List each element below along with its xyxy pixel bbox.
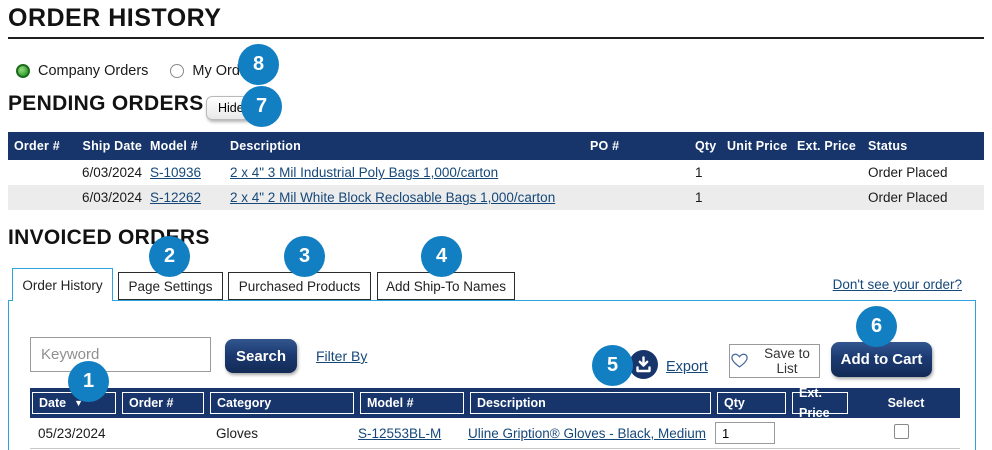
add-to-cart-button[interactable]: Add to Cart <box>831 342 932 377</box>
model-link[interactable]: S-10936 <box>150 165 202 180</box>
invoiced-table-header: Date ▼ Order # Category Model # Descripti… <box>30 386 960 420</box>
export-download-icon[interactable] <box>629 350 658 384</box>
company-orders-radio[interactable] <box>16 64 30 78</box>
model-link[interactable]: S-12262 <box>150 190 202 205</box>
pending-orders-table: Order # Ship Date Model # Description PO… <box>8 132 984 210</box>
col-order: Order # <box>14 139 60 153</box>
col-model: Model # <box>360 392 464 414</box>
col-ext-price: Ext. Price <box>797 139 856 153</box>
cell-status: Order Placed <box>868 190 948 205</box>
invoiced-orders-table: Date ▼ Order # Category Model # Descripti… <box>30 386 960 449</box>
filter-by-link[interactable]: Filter By <box>316 348 368 364</box>
keyword-search-input[interactable] <box>30 337 211 372</box>
col-qty: Qty <box>695 139 717 153</box>
col-category: Category <box>210 392 354 414</box>
export-link[interactable]: Export <box>666 359 708 375</box>
export-control[interactable]: Export <box>629 350 708 384</box>
step-badge-1: 1 <box>68 361 109 402</box>
company-orders-label[interactable]: Company Orders <box>38 63 149 79</box>
tab-order-history[interactable]: Order History <box>12 268 113 301</box>
description-link[interactable]: 2 x 4" 3 Mil Industrial Poly Bags 1,000/… <box>230 165 499 180</box>
cell-ship-date: 6/03/2024 <box>81 165 142 180</box>
select-checkbox[interactable] <box>894 424 909 439</box>
my-orders-radio[interactable] <box>170 64 185 78</box>
table-row: 6/03/2024 S-12262 2 x 4" 2 Mil White Blo… <box>8 185 984 210</box>
col-unit-price: Unit Price <box>727 139 788 153</box>
step-badge-8: 8 <box>238 44 279 85</box>
col-order: Order # <box>122 392 204 414</box>
col-ship-date: Ship Date <box>82 139 142 153</box>
quantity-input[interactable] <box>715 422 775 444</box>
page-title: ORDER HISTORY <box>8 4 222 32</box>
step-badge-5: 5 <box>592 345 633 386</box>
cell-ship-date: 6/03/2024 <box>81 190 142 205</box>
step-badge-2: 2 <box>149 236 190 277</box>
table-row: 6/03/2024 S-10936 2 x 4" 3 Mil Industria… <box>8 160 984 185</box>
col-po: PO # <box>590 139 620 153</box>
step-badge-3: 3 <box>284 236 325 277</box>
cell-status: Order Placed <box>868 165 948 180</box>
col-description: Description <box>230 139 301 153</box>
dont-see-order-link[interactable]: Don't see your order? <box>832 277 962 292</box>
model-link[interactable]: S-12553BL-M <box>358 425 442 441</box>
step-badge-6: 6 <box>856 306 897 347</box>
cell-qty: 1 <box>695 190 703 205</box>
sort-desc-icon: ▼ <box>74 398 84 408</box>
cell-qty: 1 <box>695 165 703 180</box>
pending-orders-heading: PENDING ORDERS <box>8 92 204 115</box>
description-link[interactable]: Uline Gription® Gloves - Black, Medium <box>468 425 707 441</box>
save-to-list-button[interactable]: Save to List <box>729 344 820 378</box>
pending-table-header: Order # Ship Date Model # Description PO… <box>8 132 984 160</box>
tab-purchased-products[interactable]: Purchased Products <box>228 272 371 300</box>
description-link[interactable]: 2 x 4" 2 Mil White Block Reclosable Bags… <box>230 190 556 205</box>
search-button[interactable]: Search <box>225 339 297 373</box>
step-badge-4: 4 <box>421 236 462 277</box>
table-row: 05/23/2024 Gloves S-12553BL-M Uline Grip… <box>30 418 960 449</box>
cell-date: 05/23/2024 <box>38 425 106 441</box>
order-scope-radio-group: Company Orders My Orders <box>16 63 260 79</box>
heart-icon <box>730 351 749 371</box>
col-model: Model # <box>150 139 198 153</box>
save-to-list-label: Save to List <box>764 346 810 376</box>
col-select: Select <box>887 396 925 410</box>
col-status: Status <box>868 139 908 153</box>
title-divider <box>8 37 984 39</box>
col-description: Description <box>470 392 711 414</box>
col-ext-price: Ext. Price <box>792 386 848 420</box>
col-qty: Qty <box>717 392 786 414</box>
cell-category: Gloves <box>216 425 259 441</box>
step-badge-7: 7 <box>241 86 282 127</box>
